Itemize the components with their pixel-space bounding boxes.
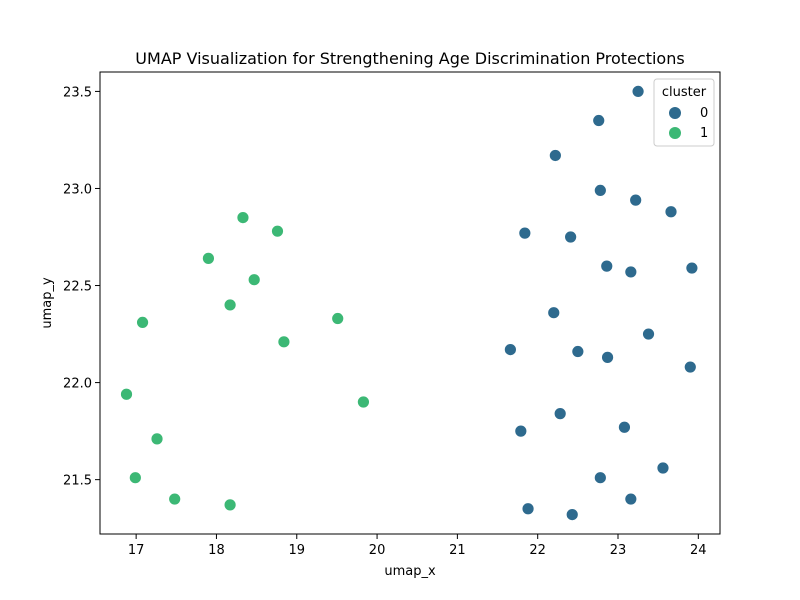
chart-title: UMAP Visualization for Strengthening Age…	[135, 49, 684, 68]
data-point-cluster-0	[518, 226, 532, 240]
data-point-cluster-1	[136, 316, 149, 329]
y-axis: 21.5 22.0 22.5 23.0 23.5	[63, 85, 100, 489]
data-point-cluster-1	[223, 498, 237, 512]
data-point-cluster-1	[202, 251, 215, 265]
data-point-cluster-0	[600, 259, 614, 273]
legend-marker-0	[669, 107, 681, 119]
y-tick-label: 23.0	[63, 182, 92, 197]
data-point-cluster-0	[624, 492, 638, 506]
y-tick-label: 21.5	[63, 474, 92, 489]
data-point-cluster-1	[223, 298, 237, 312]
legend-title: cluster	[662, 85, 707, 100]
y-tick-label: 22.0	[63, 377, 92, 392]
data-point-cluster-1	[331, 312, 345, 325]
data-point-cluster-1	[168, 492, 182, 506]
legend-marker-1	[669, 127, 681, 139]
data-point-cluster-0	[548, 149, 562, 162]
data-point-cluster-0	[547, 306, 561, 320]
data-point-cluster-0	[593, 471, 607, 485]
data-point-cluster-1	[277, 335, 291, 349]
data-point-cluster-0	[592, 114, 606, 127]
x-axis-label: umap_x	[384, 564, 436, 579]
data-point-cluster-0	[642, 327, 655, 341]
x-tick-label: 21	[449, 543, 466, 558]
y-tick-label: 23.5	[63, 85, 92, 100]
x-tick-label: 22	[529, 543, 546, 558]
data-point-cluster-0	[564, 230, 578, 244]
data-point-cluster-0	[664, 205, 678, 219]
x-tick-label: 18	[208, 543, 225, 558]
y-tick-label: 22.5	[63, 280, 92, 295]
legend-box	[653, 78, 715, 147]
data-point-cluster-1	[120, 387, 133, 401]
data-point-cluster-1	[150, 432, 164, 446]
x-axis: 17 18 19 20 21 22 23 24	[128, 534, 707, 558]
x-tick-label: 19	[288, 543, 305, 558]
data-point-cluster-0	[656, 461, 670, 475]
data-point-cluster-0	[553, 407, 567, 421]
data-point-cluster-0	[565, 508, 579, 521]
x-tick-label: 20	[369, 543, 386, 558]
x-tick-label: 24	[690, 543, 707, 558]
plot-area	[120, 85, 699, 521]
data-point-cluster-0	[571, 345, 585, 358]
data-point-cluster-0	[683, 360, 697, 374]
data-point-cluster-0	[685, 261, 699, 275]
data-point-cluster-1	[236, 211, 250, 224]
data-point-cluster-1	[247, 273, 261, 287]
data-point-cluster-0	[601, 350, 614, 364]
data-point-cluster-0	[629, 193, 643, 207]
data-point-cluster-0	[618, 420, 631, 434]
data-point-cluster-1	[128, 471, 142, 485]
data-point-cluster-1	[357, 395, 370, 409]
y-axis-label: umap_y	[40, 277, 55, 329]
legend-label-1: 1	[700, 126, 708, 141]
plot-frame	[99, 71, 721, 535]
data-point-cluster-0	[631, 85, 645, 98]
data-point-cluster-0	[593, 184, 607, 197]
data-point-cluster-0	[521, 502, 535, 516]
data-point-cluster-0	[503, 343, 517, 356]
data-point-cluster-1	[271, 224, 284, 238]
legend: cluster 0 1	[653, 78, 715, 147]
data-point-cluster-0	[624, 265, 638, 279]
x-tick-label: 23	[610, 543, 627, 558]
x-tick-label: 17	[128, 543, 145, 558]
legend-label-0: 0	[700, 106, 708, 121]
data-point-cluster-0	[514, 424, 528, 438]
